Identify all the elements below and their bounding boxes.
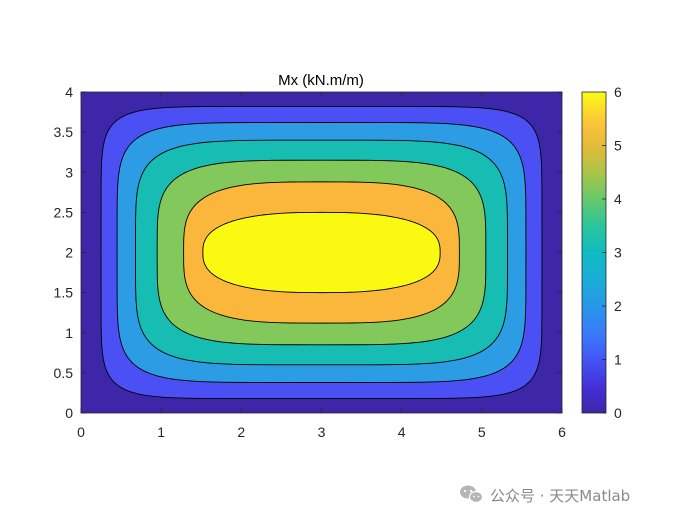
colorbar-tick-label: 2 — [614, 298, 622, 314]
colorbar-tick-label: 5 — [614, 138, 622, 154]
y-tick-label: 2.5 — [54, 204, 74, 220]
y-tick-label: 1.5 — [54, 285, 74, 301]
x-tick-label: 0 — [77, 424, 85, 440]
colorbar-tick-label: 6 — [614, 84, 622, 100]
colorbar-tick-label: 3 — [614, 245, 622, 261]
wechat-icon — [460, 485, 484, 504]
colorbar-ticks: 0 1 2 3 4 5 6 — [602, 84, 622, 421]
y-tick-label: 0.5 — [54, 365, 74, 381]
x-tick-label: 4 — [398, 424, 406, 440]
y-axis: 0 0.5 1 1.5 2 2.5 3 3.5 4 — [54, 84, 562, 421]
watermark-text: 公众号 · 天天Matlab — [490, 487, 630, 505]
x-tick-label: 3 — [318, 424, 326, 440]
colorbar-tick-label: 4 — [614, 191, 622, 207]
watermark: 公众号 · 天天Matlab — [460, 485, 630, 505]
x-tick-label: 2 — [237, 424, 245, 440]
y-tick-label: 1 — [65, 325, 73, 341]
x-tick-label: 6 — [558, 424, 566, 440]
y-tick-label: 3.5 — [54, 124, 74, 140]
x-axis: 0 1 2 3 4 5 6 — [77, 92, 566, 440]
y-tick-label: 4 — [65, 84, 73, 100]
contour-region-level-6 — [202, 211, 441, 294]
chart-title: Mx (kN.m/m) — [278, 72, 364, 89]
plot-area — [80, 91, 563, 414]
x-tick-label: 1 — [157, 424, 165, 440]
colorbar-tick-label: 1 — [614, 352, 622, 368]
x-tick-label: 5 — [478, 424, 486, 440]
y-tick-label: 0 — [65, 405, 73, 421]
y-tick-label: 3 — [65, 164, 73, 180]
colorbar-tick-label: 0 — [614, 405, 622, 421]
y-tick-label: 2 — [65, 245, 73, 261]
colorbar: 0 1 2 3 4 5 6 — [581, 84, 622, 421]
